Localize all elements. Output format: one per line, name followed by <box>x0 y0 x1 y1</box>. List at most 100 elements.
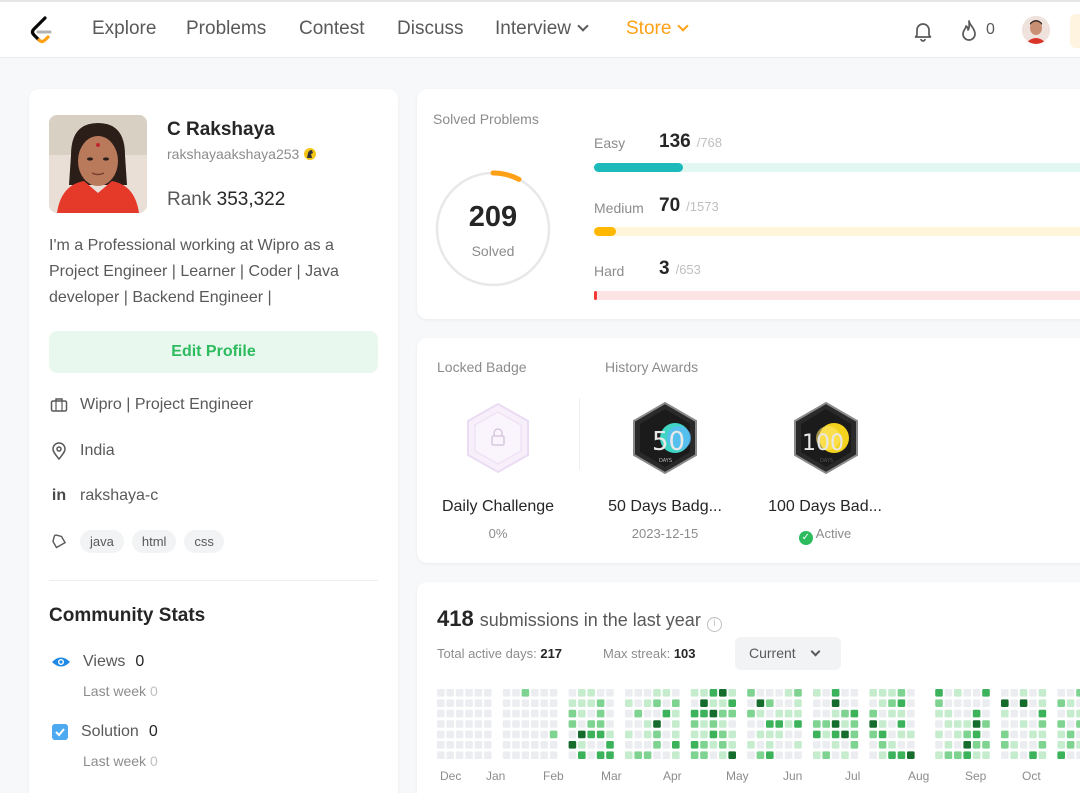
heatmap-cell[interactable] <box>719 709 727 718</box>
heatmap-cell[interactable] <box>775 709 783 718</box>
heatmap-cell[interactable] <box>719 699 727 707</box>
heatmap-cell[interactable] <box>869 699 877 707</box>
heatmap-cell[interactable] <box>1010 730 1018 739</box>
heatmap-cell[interactable] <box>1038 689 1047 697</box>
heatmap-cell[interactable] <box>578 699 586 707</box>
heatmap-cell[interactable] <box>1057 751 1065 759</box>
heatmap-cell[interactable] <box>784 699 793 707</box>
heatmap-cell[interactable] <box>662 741 671 749</box>
heatmap-cell[interactable] <box>455 741 464 749</box>
heatmap-cell[interactable] <box>587 699 595 707</box>
heatmap-cell[interactable] <box>521 730 530 739</box>
heatmap-cell[interactable] <box>549 709 558 718</box>
heatmap-cell[interactable] <box>568 720 577 728</box>
heatmap-cell[interactable] <box>841 741 849 749</box>
heatmap-cell[interactable] <box>690 699 699 707</box>
nav-discuss[interactable]: Discuss <box>397 18 464 39</box>
heatmap-cell[interactable] <box>831 730 840 739</box>
heatmap-cell[interactable] <box>625 751 633 759</box>
heatmap-cell[interactable] <box>606 741 614 749</box>
heatmap-cell[interactable] <box>474 730 483 739</box>
heatmap-cell[interactable] <box>1010 751 1018 759</box>
heatmap-cell[interactable] <box>587 730 595 739</box>
heatmap-cell[interactable] <box>531 730 539 739</box>
heatmap-cell[interactable] <box>775 741 783 749</box>
heatmap-cell[interactable] <box>1076 709 1080 718</box>
heatmap-cell[interactable] <box>897 699 906 707</box>
heatmap-cell[interactable] <box>578 689 586 697</box>
heatmap-cell[interactable] <box>907 741 915 749</box>
heatmap-cell[interactable] <box>531 709 539 718</box>
year-dropdown[interactable]: Current <box>735 637 841 670</box>
heatmap-cell[interactable] <box>747 720 755 728</box>
heatmap-cell[interactable] <box>540 699 548 707</box>
heatmap-cell[interactable] <box>888 699 896 707</box>
heatmap-cell[interactable] <box>521 720 530 728</box>
heatmap-cell[interactable] <box>634 699 642 707</box>
heatmap-cell[interactable] <box>625 689 633 697</box>
heatmap-cell[interactable] <box>954 751 962 759</box>
nav-contest[interactable]: Contest <box>299 18 365 39</box>
heatmap-cell[interactable] <box>1057 741 1065 749</box>
heatmap-cell[interactable] <box>719 689 727 697</box>
heatmap-cell[interactable] <box>578 720 586 728</box>
heatmap-cell[interactable] <box>1066 730 1075 739</box>
heatmap-cell[interactable] <box>1076 730 1080 739</box>
heatmap-cell[interactable] <box>1038 699 1047 707</box>
heatmap-cell[interactable] <box>766 709 774 718</box>
heatmap-cell[interactable] <box>878 699 887 707</box>
heatmap-cell[interactable] <box>662 709 671 718</box>
heatmap-cell[interactable] <box>888 751 896 759</box>
heatmap-cell[interactable] <box>766 730 774 739</box>
heatmap-cell[interactable] <box>935 709 943 718</box>
heatmap-cell[interactable] <box>766 741 774 749</box>
heatmap-cell[interactable] <box>1057 699 1065 707</box>
heatmap-cell[interactable] <box>1076 699 1080 707</box>
heatmap-cell[interactable] <box>1038 751 1047 759</box>
heatmap-cell[interactable] <box>747 741 755 749</box>
heatmap-cell[interactable] <box>869 720 877 728</box>
nav-explore[interactable]: Explore <box>92 18 157 39</box>
heatmap-cell[interactable] <box>502 730 511 739</box>
heatmap-cell[interactable] <box>1066 720 1075 728</box>
heatmap-cell[interactable] <box>709 709 718 718</box>
heatmap-cell[interactable] <box>653 720 661 728</box>
heatmap-cell[interactable] <box>1019 730 1028 739</box>
heatmap-cell[interactable] <box>437 709 445 718</box>
heatmap-cell[interactable] <box>540 730 548 739</box>
heatmap-cell[interactable] <box>822 730 830 739</box>
heatmap-cell[interactable] <box>502 689 511 697</box>
heatmap-cell[interactable] <box>982 720 990 728</box>
heatmap-cell[interactable] <box>521 699 530 707</box>
heatmap-cell[interactable] <box>747 730 755 739</box>
heatmap-cell[interactable] <box>587 720 595 728</box>
heatmap-cell[interactable] <box>728 751 736 759</box>
heatmap-cell[interactable] <box>841 720 849 728</box>
heatmap-cell[interactable] <box>728 741 736 749</box>
heatmap-cell[interactable] <box>502 699 511 707</box>
heatmap-cell[interactable] <box>484 709 492 718</box>
heatmap-cell[interactable] <box>728 730 736 739</box>
heatmap-cell[interactable] <box>1019 741 1028 749</box>
heatmap-cell[interactable] <box>982 689 990 697</box>
heatmap-cell[interactable] <box>982 741 990 749</box>
heatmap-cell[interactable] <box>878 709 887 718</box>
heatmap-cell[interactable] <box>831 699 840 707</box>
heatmap-cell[interactable] <box>841 709 849 718</box>
heatmap-cell[interactable] <box>878 741 887 749</box>
heatmap-cell[interactable] <box>850 689 859 697</box>
heatmap-cell[interactable] <box>653 741 661 749</box>
heatmap-cell[interactable] <box>596 741 605 749</box>
heatmap-cell[interactable] <box>474 699 483 707</box>
heatmap-cell[interactable] <box>672 699 680 707</box>
heatmap-cell[interactable] <box>474 751 483 759</box>
heatmap-cell[interactable] <box>878 751 887 759</box>
heatmap-cell[interactable] <box>775 730 783 739</box>
heatmap-cell[interactable] <box>568 709 577 718</box>
heatmap-cell[interactable] <box>954 689 962 697</box>
heatmap-cell[interactable] <box>963 741 971 749</box>
heatmap-cell[interactable] <box>446 720 454 728</box>
heatmap-cell[interactable] <box>972 751 981 759</box>
heatmap-cell[interactable] <box>521 741 530 749</box>
heatmap-cell[interactable] <box>1029 720 1037 728</box>
